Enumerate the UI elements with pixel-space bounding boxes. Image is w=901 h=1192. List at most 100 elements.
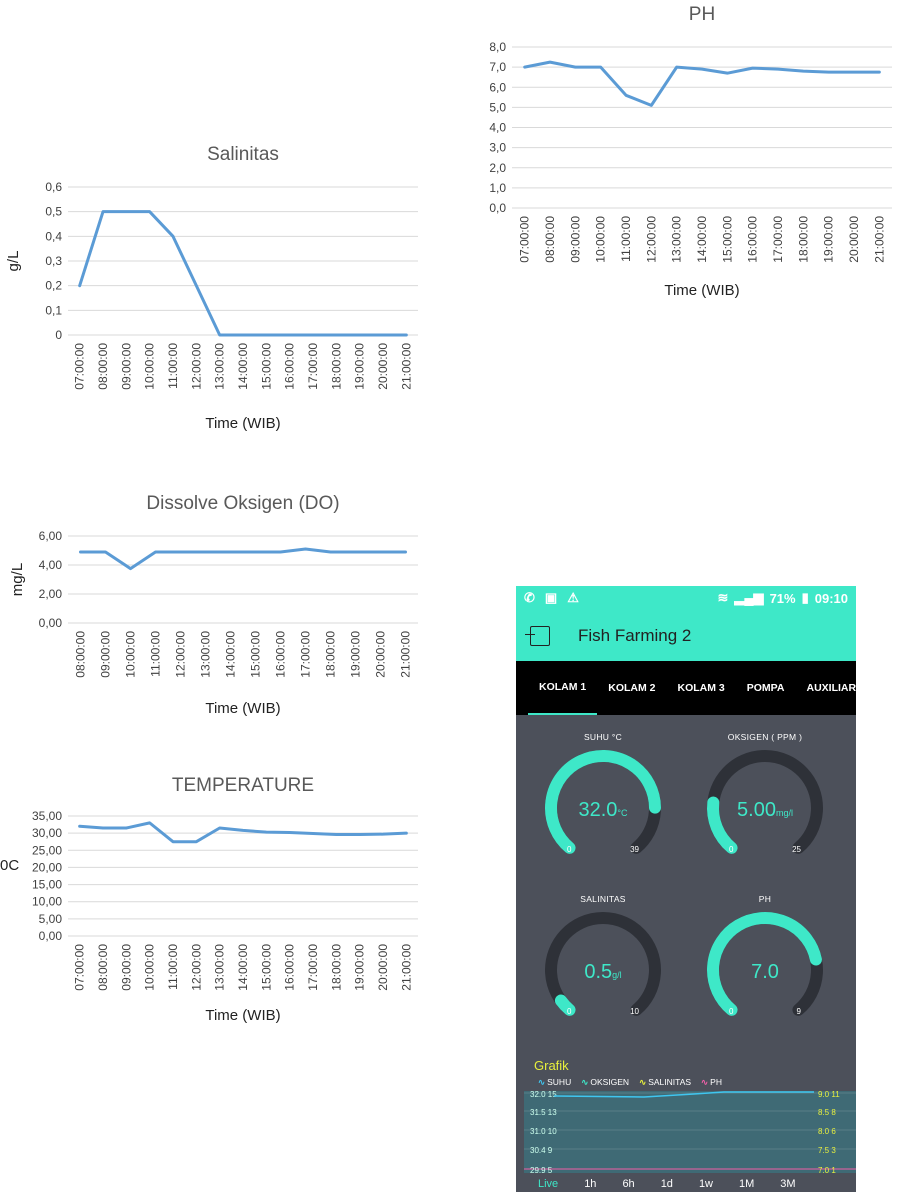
x-tick-label: 18:00:00 bbox=[324, 631, 338, 678]
gauge-label: OKSIGEN ( PPM ) bbox=[727, 732, 803, 742]
status-bar: ✆ ▣ ⚠ ≋ ▂▄▆ 71% ▮ 09:10 bbox=[516, 586, 856, 610]
y-tick-label: 15,00 bbox=[32, 878, 62, 892]
grafik-left-tick: 31.0 10 bbox=[530, 1127, 557, 1136]
x-tick-label: 19:00:00 bbox=[349, 631, 363, 678]
x-tick-label: 13:00:00 bbox=[213, 944, 227, 991]
x-tick-label: 17:00:00 bbox=[299, 631, 313, 678]
x-tick-label: 14:00:00 bbox=[695, 216, 709, 263]
do-chart: Dissolve Oksigen (DO) 0,00 2,00 4,00 6,00 08:… bbox=[0, 485, 440, 725]
y-tick-label: 6,00 bbox=[39, 529, 63, 543]
x-tick-label: 20:00:00 bbox=[376, 343, 390, 390]
x-tick-label: 08:00:00 bbox=[96, 343, 110, 390]
range-1h[interactable]: 1h bbox=[584, 1178, 597, 1190]
chart-title: Dissolve Oksigen (DO) bbox=[146, 493, 339, 514]
app-title: Fish Farming 2 bbox=[578, 625, 692, 645]
y-tick-label: 3,0 bbox=[489, 141, 506, 155]
gauge-oksigen: OKSIGEN ( PPM ) 5.00mg/l 0 25 bbox=[690, 732, 840, 866]
range-live[interactable]: Live bbox=[538, 1178, 559, 1190]
x-tick-label: 20:00:00 bbox=[376, 944, 390, 991]
y-tick-label: 0,5 bbox=[45, 205, 62, 219]
y-tick-label: 0,00 bbox=[39, 929, 63, 943]
grafik-right-tick: 7.5 3 bbox=[818, 1146, 836, 1155]
range-3m[interactable]: 3M bbox=[780, 1178, 796, 1190]
legend-item-oksigen[interactable]: ∿ OKSIGEN bbox=[581, 1077, 629, 1088]
y-tick-label: 0,3 bbox=[45, 254, 62, 268]
gallery-icon: ▣ bbox=[544, 590, 558, 605]
range-1w[interactable]: 1w bbox=[698, 1178, 713, 1190]
legend-item-suhu[interactable]: ∿ SUHU bbox=[538, 1077, 571, 1088]
y-tick-label: 2,00 bbox=[39, 587, 63, 601]
grafik-left-tick: 29.9 5 bbox=[530, 1166, 553, 1173]
x-tick-label: 09:00:00 bbox=[568, 216, 582, 263]
temperature-chart-svg: TEMPERATURE 0,00 5,00 10,00 15,00 20,00 25,00 3… bbox=[0, 775, 418, 1024]
y-tick-label: 5,0 bbox=[489, 100, 506, 114]
x-tick-label: 11:00:00 bbox=[166, 343, 180, 389]
ph-chart: PH 0,0 1,0 2,0 3,0 4,0 5,0 6,0 7,0 8,0 07:00:00 08:… bbox=[460, 0, 900, 310]
y-tick-label: 20,00 bbox=[32, 860, 62, 874]
grafik-left-tick: 30.4 9 bbox=[530, 1146, 553, 1155]
y-tick-label: 0,00 bbox=[39, 616, 63, 630]
grafik-right-tick: 8.5 8 bbox=[818, 1108, 836, 1117]
x-tick-label: 15:00:00 bbox=[259, 944, 273, 991]
y-tick-label: 10,00 bbox=[32, 895, 62, 909]
x-tick-label: 18:00:00 bbox=[796, 216, 810, 263]
exit-icon[interactable] bbox=[525, 625, 550, 646]
y-tick-label: 4,00 bbox=[39, 558, 63, 572]
x-tick-label: 17:00:00 bbox=[306, 944, 320, 991]
x-tick-label: 17:00:00 bbox=[306, 343, 320, 390]
legend-label: SUHU bbox=[547, 1077, 572, 1087]
x-tick-label: 08:00:00 bbox=[543, 216, 557, 263]
y-tick-label: 0,6 bbox=[45, 180, 62, 194]
tab-pompa[interactable]: POMPA bbox=[746, 682, 785, 694]
x-tick-label: 12:00:00 bbox=[644, 216, 658, 263]
x-tick-label: 21:00:00 bbox=[399, 944, 413, 991]
x-tick-label: 11:00:00 bbox=[619, 216, 633, 262]
x-tick-label: 19:00:00 bbox=[822, 216, 836, 263]
grafik-suhu-line bbox=[553, 1091, 814, 1098]
x-axis-label: Time (WIB) bbox=[205, 700, 280, 717]
range-1m[interactable]: 1M bbox=[739, 1178, 755, 1190]
tab-kolam-2[interactable]: KOLAM 2 bbox=[608, 682, 656, 694]
x-tick-label: 09:00:00 bbox=[119, 343, 133, 390]
grafik-left-tick: 31.5 13 bbox=[530, 1108, 557, 1117]
x-tick-label: 16:00:00 bbox=[274, 631, 288, 678]
x-tick-label: 12:00:00 bbox=[174, 631, 188, 678]
y-tick-label: 0,0 bbox=[489, 201, 506, 215]
tab-auxiliar[interactable]: AUXILIAR bbox=[806, 682, 856, 694]
gauge-fill bbox=[554, 994, 576, 1016]
grafik-mini-chart: 32.0 15 9.0 11 31.5 13 8.5 8 31.0 10 8.0 6 30.… bbox=[524, 1091, 856, 1173]
gauge-value: 0.5g/l bbox=[584, 961, 621, 983]
signal-icon: ▂▄▆ bbox=[734, 590, 764, 605]
x-tick-label: 07:00:00 bbox=[73, 343, 87, 390]
x-tick-label: 14:00:00 bbox=[236, 944, 250, 991]
gauge-dial: 5.00mg/l 0 25 bbox=[707, 750, 823, 854]
x-tick-label: 16:00:00 bbox=[283, 343, 297, 390]
x-tick-label: 19:00:00 bbox=[353, 343, 367, 390]
gauge-fill bbox=[545, 750, 661, 854]
range-1d[interactable]: 1d bbox=[660, 1178, 673, 1190]
tab-kolam-3[interactable]: KOLAM 3 bbox=[677, 682, 725, 694]
phone-screen: ✆ ▣ ⚠ ≋ ▂▄▆ 71% ▮ 09:10 Fish Farming 2 K… bbox=[516, 586, 856, 1192]
x-tick-label: 10:00:00 bbox=[124, 631, 138, 678]
gauge-ph: PH 7.0 0 9 bbox=[690, 894, 840, 1028]
x-tick-label: 07:00:00 bbox=[73, 944, 87, 991]
legend-item-salinitas[interactable]: ∿ SALINITAS bbox=[639, 1077, 691, 1088]
tab-bar: KOLAM 1 KOLAM 2 KOLAM 3 POMPA AUXILIAR bbox=[516, 661, 856, 715]
x-tick-label: 15:00:00 bbox=[249, 631, 263, 678]
x-tick-label: 15:00:00 bbox=[720, 216, 734, 263]
x-tick-label: 18:00:00 bbox=[329, 343, 343, 390]
salinitas-chart: Salinitas 0 0,1 0,2 0,3 0,4 0,5 0,6 07:00:00 08:0… bbox=[0, 140, 440, 440]
x-tick-label: 09:00:00 bbox=[119, 944, 133, 991]
status-time: 09:10 bbox=[814, 590, 848, 606]
tab-kolam-1[interactable]: KOLAM 1 bbox=[528, 661, 598, 715]
x-tick-label: 11:00:00 bbox=[166, 944, 180, 990]
legend-item-ph[interactable]: ∿ PH bbox=[701, 1077, 722, 1088]
y-tick-label: 4,0 bbox=[489, 121, 506, 135]
chart-title: Salinitas bbox=[207, 144, 279, 165]
warning-icon: ⚠ bbox=[567, 590, 579, 605]
gauge-max: 39 bbox=[630, 845, 639, 854]
x-axis-label: Time (WIB) bbox=[205, 1007, 280, 1024]
x-tick-label: 21:00:00 bbox=[399, 343, 413, 390]
range-6h[interactable]: 6h bbox=[622, 1178, 635, 1190]
chart-title: TEMPERATURE bbox=[172, 775, 314, 796]
